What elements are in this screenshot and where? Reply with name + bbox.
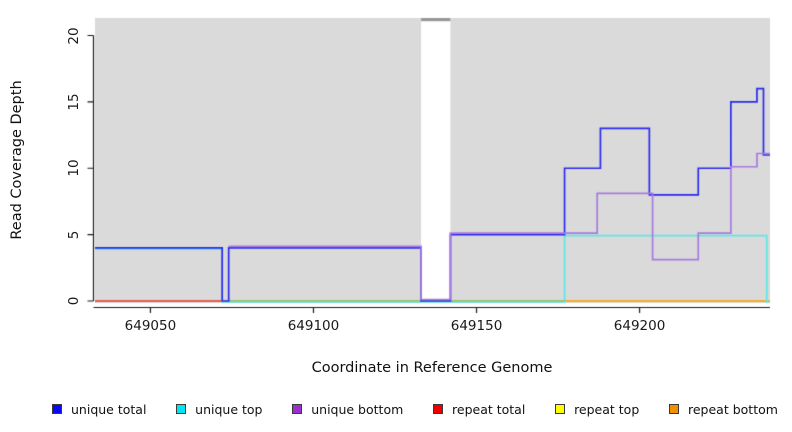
legend-item-repeat-total: repeat total bbox=[433, 402, 525, 417]
x-tick-label-0: 649050 bbox=[124, 318, 177, 334]
legend-swatch-unique-top bbox=[176, 404, 187, 414]
y-tick-label-1: 5 bbox=[66, 230, 82, 239]
x-tick-label-3: 649200 bbox=[613, 318, 666, 334]
y-axis-title: Read Coverage Depth bbox=[9, 80, 25, 240]
legend-label-repeat-bottom: repeat bottom bbox=[688, 401, 778, 417]
legend-label-unique-total: unique total bbox=[71, 401, 147, 417]
legend-label-repeat-top: repeat top bbox=[574, 401, 640, 417]
legend-swatch-repeat-total bbox=[433, 404, 444, 414]
legend-item-repeat-bottom: repeat bottom bbox=[669, 402, 778, 417]
legend-swatch-repeat-top bbox=[555, 404, 566, 414]
y-tick-label-3: 15 bbox=[66, 93, 82, 111]
legend-swatch-unique-bottom bbox=[292, 404, 303, 414]
x-tick-label-1: 649100 bbox=[287, 318, 340, 334]
legend-item-unique-total: unique total bbox=[52, 402, 146, 417]
legend-swatch-repeat-bottom bbox=[669, 404, 679, 414]
legend-item-repeat-top: repeat top bbox=[555, 402, 639, 417]
y-tick-label-2: 10 bbox=[66, 159, 82, 177]
legend-item-unique-bottom: unique bottom bbox=[292, 402, 403, 417]
x-axis-title: Coordinate in Reference Genome bbox=[311, 360, 553, 376]
legend-label-repeat-total: repeat total bbox=[452, 401, 526, 417]
legend-item-unique-top: unique top bbox=[176, 402, 262, 417]
legend-swatch-unique-total bbox=[52, 404, 62, 414]
x-tick-label-2: 649150 bbox=[450, 318, 503, 334]
legend-label-unique-bottom: unique bottom bbox=[311, 401, 404, 417]
legend-label-unique-top: unique top bbox=[195, 401, 263, 417]
y-tick-label-4: 20 bbox=[66, 26, 82, 45]
chart-legend: unique total unique top unique bottom repea… bbox=[0, 398, 792, 420]
y-tick-label-0: 0 bbox=[66, 296, 82, 306]
